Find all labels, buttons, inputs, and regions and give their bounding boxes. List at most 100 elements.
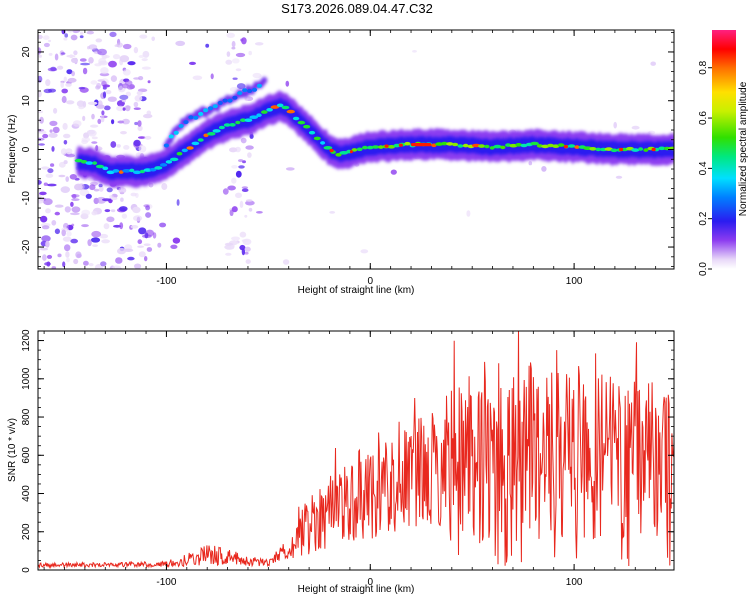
spectrogram-noise-blob <box>45 79 51 87</box>
ridge-core <box>286 109 295 114</box>
x-tick-label: -100 <box>156 577 176 588</box>
ridge-peak <box>411 143 432 147</box>
ridge-core <box>356 147 363 152</box>
ridge-core <box>118 170 124 174</box>
spectrogram-noise-blob <box>54 228 61 235</box>
spectrogram-noise-blob <box>71 194 77 199</box>
spectrogram-noise-blob <box>133 46 139 54</box>
ridge-core <box>266 108 273 112</box>
spectrogram-noise-blob <box>127 256 135 261</box>
secondary-track-core <box>183 120 189 125</box>
spectrogram-noise-blob <box>227 185 236 191</box>
ridge-core <box>212 129 221 133</box>
spectrogram-noise-blob <box>225 252 232 256</box>
spectrogram-noise-blob <box>45 208 51 214</box>
spectrogram-noise-blob <box>43 42 50 48</box>
spectrogram-noise-blob <box>256 211 263 214</box>
spectrogram-noise-blob <box>108 60 117 68</box>
spectrogram-noise-blob <box>78 105 85 110</box>
spectrogram-noise-blob <box>138 55 145 58</box>
spectrogram-noise-blob <box>106 216 115 223</box>
spectrogram-noise-blob <box>134 95 143 102</box>
spectrogram-noise-blob <box>39 116 44 124</box>
spectrogram-noise-blob <box>117 247 126 255</box>
ridge-core <box>292 116 300 121</box>
ridge-core <box>244 118 253 122</box>
secondary-track-core <box>163 143 169 148</box>
spectrogram-glow <box>75 76 674 189</box>
x-tick-label: 0 <box>367 577 373 588</box>
spectrogram-noise-blob <box>67 30 74 33</box>
secondary-track-core <box>203 108 209 113</box>
spectrogram-noise-blob <box>145 205 151 211</box>
spectrogram-noise-blob <box>176 199 180 206</box>
spectrogram-noise-blob <box>110 209 116 213</box>
spectrogram-noise-blob <box>65 82 72 87</box>
spectrogram-noise-blob <box>73 50 78 56</box>
spectrogram-noise-blob <box>102 55 110 59</box>
ridge-peak <box>329 148 334 153</box>
ridge-peak <box>349 150 353 154</box>
ridge-core <box>610 148 618 153</box>
spectrogram-noise-blob <box>54 204 64 208</box>
spectrogram-noise-blob <box>245 145 254 150</box>
spectrogram-noise-blob <box>100 115 105 121</box>
snr-frame <box>37 330 675 571</box>
spectrogram-noise-blob <box>40 215 48 223</box>
spectrogram-noise-blob <box>229 147 238 153</box>
ridge-core <box>170 157 179 162</box>
ridge-core <box>568 144 576 148</box>
spectrogram-noise-blob <box>85 193 92 199</box>
spectrogram-noise-blob <box>71 57 78 64</box>
spectrogram-noise-blob <box>231 165 238 169</box>
ridge-core <box>154 166 163 170</box>
spectrogram-noise-blob <box>390 169 397 175</box>
ridge-core <box>191 141 200 146</box>
spectrogram-noise-blob <box>75 251 82 259</box>
x-tick-label: 100 <box>566 276 583 287</box>
spectrogram-noise-blob <box>95 85 101 90</box>
spectrogram-noise-blob <box>225 59 233 65</box>
ridge-core <box>323 146 333 150</box>
spectrogram-noise-blob <box>66 69 73 75</box>
colorbar-tick-label: 0.4 <box>698 161 709 175</box>
y-tick-label: 1000 <box>21 367 32 390</box>
spectrogram-noise-blob <box>231 236 240 241</box>
spectrogram-noise-blob <box>138 136 146 139</box>
spectrogram-noise-blob <box>89 184 96 191</box>
spectrogram-noise-blob <box>631 125 640 130</box>
spectrogram-noise-blob <box>62 236 72 242</box>
ridge-core <box>74 158 83 163</box>
spectrogram-x-label: Height of straight line (km) <box>298 285 415 296</box>
spectrogram-noise-blob <box>247 152 252 158</box>
spectrogram-noise-blob <box>229 87 239 92</box>
ridge-core <box>270 105 280 109</box>
spectrogram-noise-blob <box>112 265 121 269</box>
spectrogram-noise-blob <box>222 188 229 195</box>
spectrogram-noise-blob <box>81 137 91 143</box>
spectrogram-noise-blob <box>130 225 139 229</box>
ridge-core <box>589 147 597 151</box>
secondary-track-core <box>212 104 218 109</box>
y-tick-label: 1200 <box>21 329 32 352</box>
spectrogram-noise-blob <box>65 153 76 158</box>
ridge-core <box>452 142 459 147</box>
spectrogram-noise-blob <box>613 121 617 129</box>
spectrogram-noise-blob <box>119 55 130 63</box>
spectrogram-noise-blob <box>90 80 98 85</box>
spectrogram-noise-blob <box>122 43 132 50</box>
spectrogram-noise-blob <box>46 261 51 267</box>
spectrogram-noise-blob <box>38 54 42 58</box>
secondary-track-core <box>198 111 204 116</box>
spectrogram-noise-blob <box>125 91 131 97</box>
spectrogram-noise-blob <box>78 86 86 90</box>
spectrogram-noise-blob <box>239 200 244 208</box>
ridge-core <box>335 153 342 157</box>
ridge-core <box>404 141 411 146</box>
spectrogram-noise-blob <box>70 201 74 207</box>
snr-y-label: SNR (10 * v/v) <box>7 418 18 482</box>
spectrogram-noise-blob <box>170 244 178 249</box>
spectrogram-noise-blob <box>60 52 66 55</box>
secondary-track-core <box>178 124 184 128</box>
